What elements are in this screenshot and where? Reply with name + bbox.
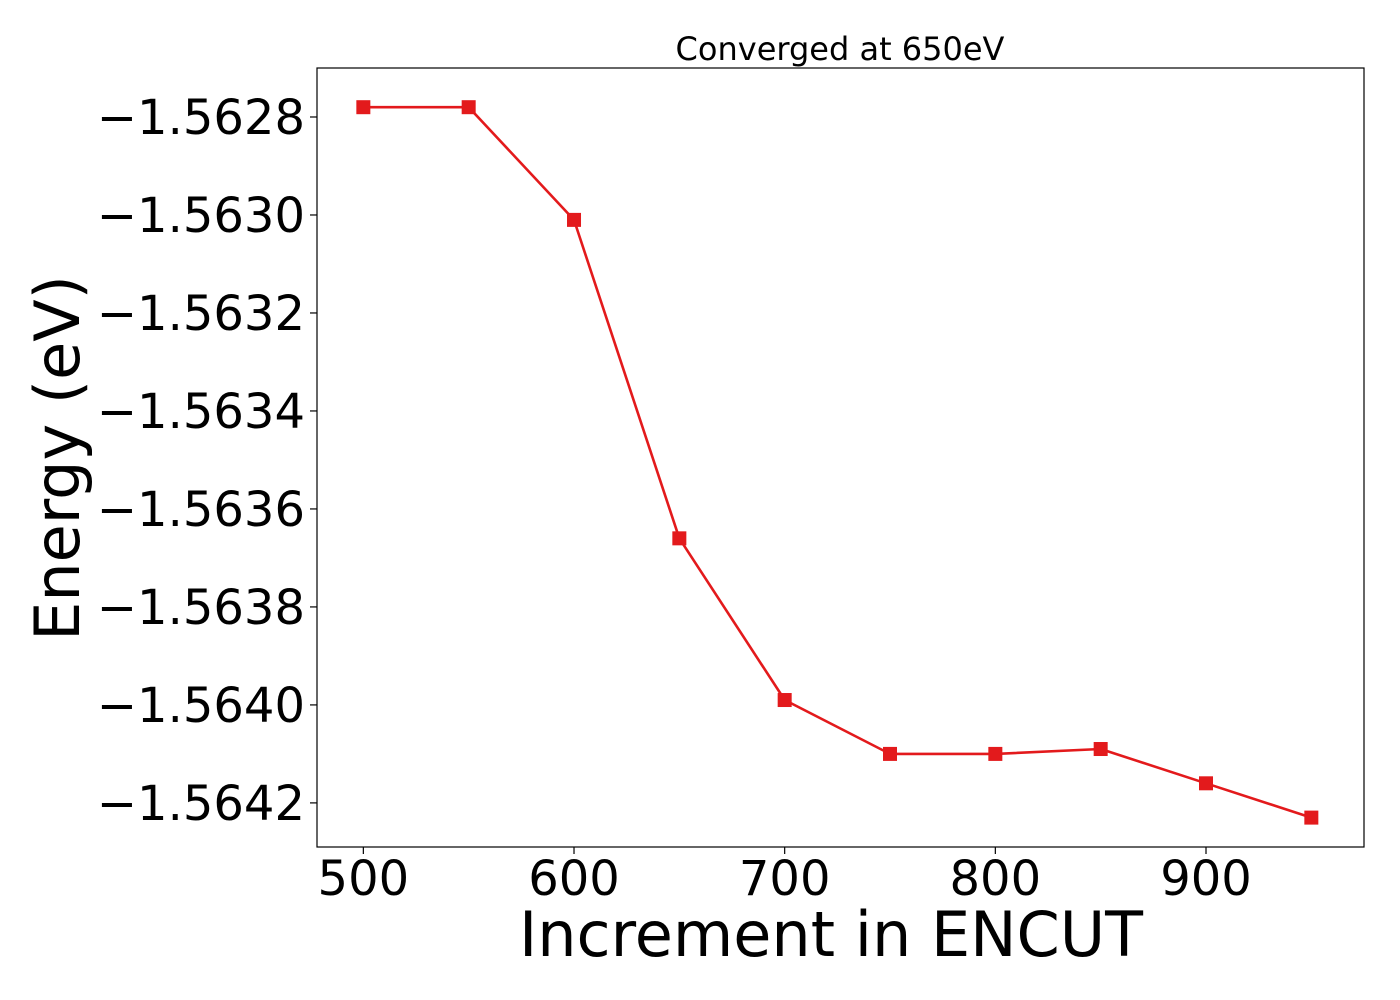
y-tick-label: −1.5642 xyxy=(97,776,305,832)
data-point-marker xyxy=(883,746,898,761)
data-point-marker xyxy=(777,693,792,708)
x-axis-label: Increment in ENCUT xyxy=(519,898,1144,971)
y-tick-label: −1.5630 xyxy=(97,188,305,244)
series-line xyxy=(363,105,1312,819)
x-tick-label: 600 xyxy=(528,851,620,907)
y-tick-label: −1.5634 xyxy=(97,384,305,440)
chart-title: Converged at 650eV xyxy=(676,30,1005,68)
x-tick-label: 900 xyxy=(1160,851,1252,907)
y-tick-label: −1.5638 xyxy=(97,580,305,636)
plot-area-frame xyxy=(316,67,1365,848)
y-tick-label: −1.5628 xyxy=(97,90,305,146)
x-tick-label: 500 xyxy=(318,851,410,907)
data-point-marker xyxy=(1199,776,1214,791)
y-axis-label: Energy (eV) xyxy=(21,275,94,641)
data-point-marker xyxy=(988,746,1003,761)
y-tick-label: −1.5636 xyxy=(97,482,305,538)
y-tick-label: −1.5632 xyxy=(97,286,305,342)
x-tick-label: 700 xyxy=(739,851,831,907)
data-point-marker xyxy=(461,100,476,115)
data-point-marker xyxy=(672,531,687,546)
y-tick-label: −1.5640 xyxy=(97,678,305,734)
data-point-marker xyxy=(1304,810,1319,825)
data-point-marker xyxy=(356,100,371,115)
data-point-marker xyxy=(567,212,582,227)
x-tick-label: 800 xyxy=(950,851,1042,907)
data-point-marker xyxy=(1093,742,1108,757)
